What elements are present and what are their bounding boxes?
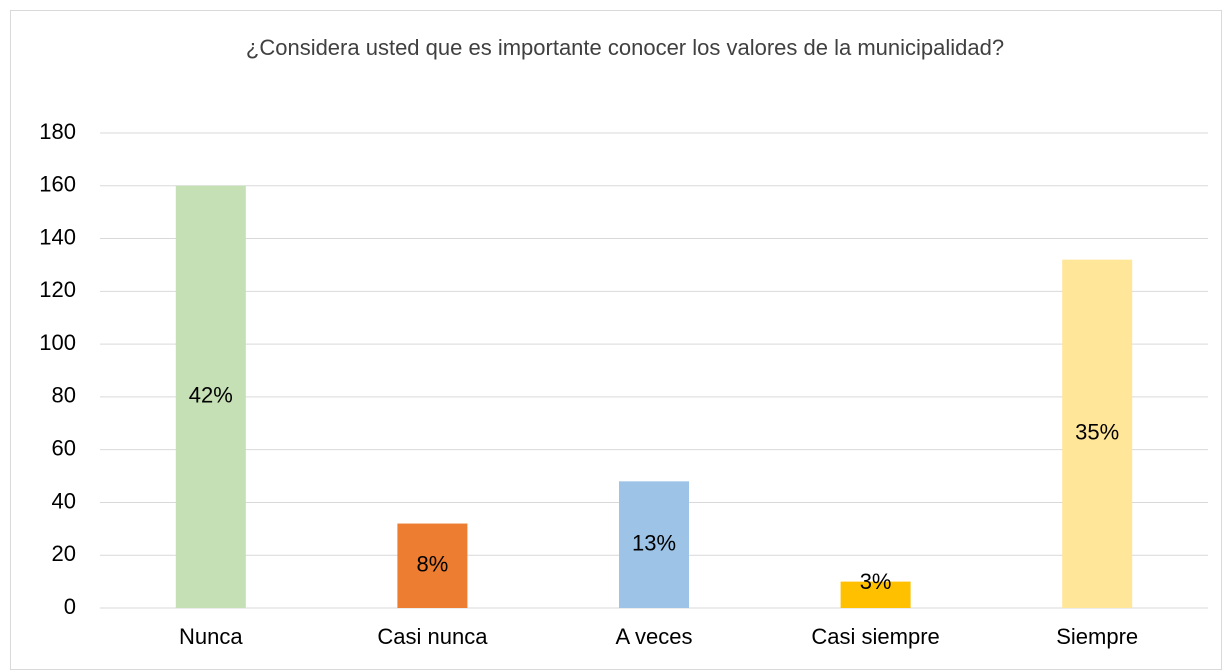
y-tick-label: 80 (52, 383, 76, 408)
y-tick-label: 0 (64, 594, 76, 619)
bar (1062, 259, 1133, 608)
data-label: 13% (632, 530, 676, 555)
y-tick-label: 180 (39, 119, 76, 144)
y-tick-label: 120 (39, 277, 76, 302)
x-tick-label: Casi nunca (377, 624, 488, 649)
y-tick-label: 20 (52, 541, 76, 566)
y-tick-label: 60 (52, 435, 76, 460)
y-tick-label: 40 (52, 488, 76, 513)
y-tick-label: 140 (39, 224, 76, 249)
data-label: 35% (1075, 420, 1119, 445)
x-tick-label: Casi siempre (811, 624, 939, 649)
x-tick-label: Siempre (1056, 624, 1138, 649)
chart-title: ¿Considera usted que es importante conoc… (245, 35, 1005, 60)
x-tick-label: A veces (615, 624, 692, 649)
data-label: 3% (860, 569, 892, 594)
bar (619, 481, 689, 608)
x-tick-label: Nunca (179, 624, 243, 649)
data-label: 42% (189, 383, 233, 408)
bar (175, 185, 246, 608)
bar (840, 581, 911, 608)
y-tick-label: 160 (39, 172, 76, 197)
bar (397, 523, 468, 608)
data-label: 8% (417, 552, 449, 577)
y-tick-label: 100 (39, 330, 76, 355)
